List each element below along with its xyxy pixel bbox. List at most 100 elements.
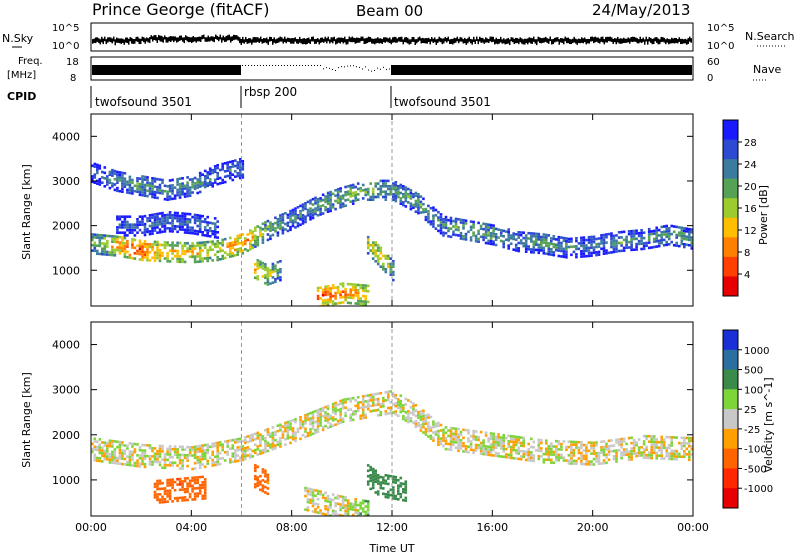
data-cell — [141, 460, 144, 463]
data-cell — [349, 192, 352, 195]
data-cell — [146, 176, 149, 179]
data-cell — [502, 433, 505, 437]
data-cell — [346, 185, 350, 188]
data-cell — [545, 450, 548, 453]
data-cell — [349, 293, 352, 297]
data-cell — [507, 456, 510, 459]
data-cell — [196, 181, 199, 184]
data-cell — [346, 296, 350, 299]
data-cell — [444, 226, 448, 230]
data-cell — [229, 461, 232, 464]
data-cell — [111, 458, 114, 462]
data-cell — [607, 447, 611, 451]
data-cell — [299, 218, 302, 221]
data-cell — [517, 241, 520, 245]
data-cell — [118, 446, 122, 449]
nave-sample — [308, 65, 309, 66]
data-cell — [351, 194, 355, 197]
data-cell — [93, 244, 97, 247]
nsky-sample — [279, 36, 281, 42]
data-cell — [123, 236, 127, 240]
data-cell — [216, 463, 219, 466]
data-cell — [432, 423, 435, 426]
data-cell — [98, 183, 102, 186]
data-cell — [509, 445, 513, 449]
data-cell — [166, 195, 169, 199]
data-cell — [121, 185, 124, 188]
data-cell — [610, 240, 613, 243]
data-cell — [615, 438, 618, 442]
data-cell — [680, 436, 684, 440]
data-cell — [166, 254, 169, 258]
data-cell — [156, 185, 159, 189]
data-cell — [111, 461, 114, 464]
data-cell — [246, 454, 250, 457]
data-cell — [186, 487, 189, 491]
data-cell — [522, 452, 525, 456]
data-cell — [316, 203, 320, 206]
data-cell — [324, 424, 327, 428]
data-cell — [198, 217, 202, 220]
data-cell — [572, 443, 576, 446]
data-cell — [565, 448, 568, 451]
data-cell — [449, 235, 453, 239]
data-cell — [542, 233, 546, 236]
data-cell — [173, 453, 177, 456]
nsky-sample — [405, 37, 407, 43]
nsky-sample — [393, 36, 395, 43]
data-cell — [131, 256, 134, 260]
data-cell — [429, 206, 433, 210]
data-cell — [161, 192, 164, 195]
data-cell — [585, 246, 588, 250]
data-cell — [206, 443, 209, 446]
data-cell — [602, 440, 606, 443]
data-cell — [447, 434, 450, 438]
data-cell — [239, 448, 242, 451]
data-cell — [449, 440, 453, 443]
nsky-sample — [614, 38, 616, 43]
data-cell — [427, 204, 430, 208]
data-cell — [610, 251, 613, 254]
data-cell — [482, 238, 485, 242]
data-cell — [171, 483, 174, 487]
data-cell — [502, 229, 505, 233]
data-cell — [462, 237, 465, 241]
data-cell — [101, 441, 104, 444]
nsky-sample — [678, 37, 680, 42]
data-cell — [166, 447, 169, 451]
data-cell — [269, 234, 272, 238]
nsky-sample — [557, 37, 559, 42]
data-cell — [376, 182, 380, 185]
data-cell — [605, 241, 608, 244]
data-cell — [264, 281, 267, 285]
data-cell — [321, 291, 325, 294]
data-cell — [113, 172, 117, 176]
data-cell — [552, 450, 556, 454]
data-cell — [229, 252, 232, 256]
data-cell — [106, 183, 109, 186]
data-cell — [627, 436, 631, 440]
data-cell — [479, 452, 483, 456]
data-cell — [655, 438, 658, 441]
data-cell — [351, 410, 355, 413]
data-cell — [352, 519, 355, 522]
data-cell — [557, 448, 561, 451]
data-cell — [680, 444, 684, 448]
nsky-sample — [168, 36, 170, 42]
data-cell — [198, 171, 202, 175]
nsky-sample — [605, 37, 607, 43]
data-cell — [188, 220, 192, 224]
data-cell — [507, 434, 510, 438]
nsky-sample — [222, 35, 224, 41]
data-cell — [156, 251, 159, 254]
data-cell — [294, 226, 297, 229]
nsky-sample — [113, 36, 115, 42]
data-cell — [494, 227, 498, 231]
data-cell — [191, 454, 194, 457]
freq-label-1: Freq. — [18, 56, 43, 67]
data-cell — [153, 193, 157, 197]
data-cell — [522, 436, 525, 440]
nsky-sample — [645, 36, 647, 42]
data-cell — [612, 444, 616, 447]
data-cell — [121, 174, 124, 177]
